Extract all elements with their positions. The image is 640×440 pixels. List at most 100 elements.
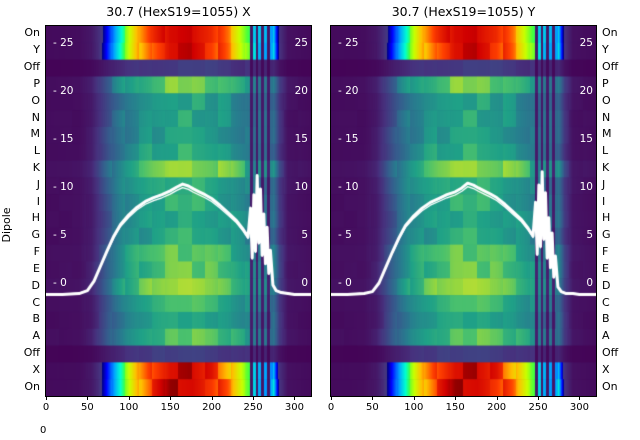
- x-tick-200: [496, 396, 498, 400]
- x-tick-label-150: 150: [160, 402, 180, 413]
- inner-tick-left-10: - 10: [338, 181, 359, 193]
- row-labels-right: On Y Off P O N M L K J I H G F E D C B A Off X On: [602, 0, 640, 440]
- x-tick-label-150: 150: [445, 402, 465, 413]
- x-tick-label-200: 200: [202, 402, 222, 413]
- inner-tick-right-15: 15: [294, 133, 308, 145]
- row-label-off-2: Off: [23, 60, 40, 74]
- row-label-j-9: J: [602, 177, 606, 191]
- x-tick-0: [331, 396, 332, 400]
- row-label-h-11: H: [31, 211, 40, 225]
- x-tick-label-300: 300: [569, 402, 589, 413]
- row-label-l-7: L: [602, 144, 609, 158]
- row-label-x-20: X: [32, 362, 40, 376]
- inner-tick-right-10: 10: [294, 181, 308, 193]
- x-tick-300: [294, 396, 296, 400]
- x-tick-label-0: 0: [327, 402, 335, 413]
- x-tick-label-100: 100: [119, 402, 139, 413]
- inner-tick-right-20: 20: [579, 85, 593, 97]
- row-label-i-10: I: [36, 194, 40, 208]
- row-label-g-12: G: [602, 228, 611, 242]
- row-label-d-15: D: [31, 278, 40, 292]
- panel-y-plot: - 25 25 - 20 20 - 15 15 - 10 10 - 5 5 - 0 0: [330, 25, 597, 397]
- row-label-l-7: L: [33, 144, 40, 158]
- x-tick-50: [87, 396, 89, 400]
- x-tick-250: [253, 396, 255, 400]
- row-label-i-10: I: [602, 194, 606, 208]
- inner-tick-right-0: 0: [301, 277, 308, 289]
- x-tick-label-100: 100: [404, 402, 424, 413]
- row-label-p-3: P: [602, 76, 609, 90]
- x-tick-label-50: 50: [366, 402, 379, 413]
- inner-tick-left-0: - 0: [53, 277, 67, 289]
- panel-x-title: 30.7 (HexS19=1055) X: [106, 4, 251, 19]
- inner-tick-right-10: 10: [579, 181, 593, 193]
- row-label-m-6: M: [30, 127, 41, 141]
- row-label-b-17: B: [32, 312, 40, 326]
- x-tick-200: [211, 396, 213, 400]
- inner-tick-right-25: 25: [294, 37, 308, 49]
- row-label-e-14: E: [602, 261, 609, 275]
- panel-y-title: 30.7 (HexS19=1055) Y: [391, 4, 536, 19]
- row-label-on-21: On: [602, 379, 618, 393]
- inner-tick-left-15: - 15: [53, 133, 74, 145]
- x-tick-300: [579, 396, 581, 400]
- row-label-a-18: A: [602, 329, 610, 343]
- panel-x-plot: - 25 25 - 20 20 - 15 15 - 10 10 - 5 5 - 0 0: [45, 25, 312, 397]
- row-label-a-18: A: [32, 329, 40, 343]
- x-tick-label-0: 0: [42, 402, 50, 413]
- row-label-x-20: X: [602, 362, 610, 376]
- row-label-on-0: On: [24, 26, 40, 40]
- inner-tick-left-5: - 5: [53, 229, 67, 241]
- x-tick-label-250: 250: [528, 402, 548, 413]
- row-label-d-15: D: [602, 278, 611, 292]
- row-label-k-8: K: [32, 160, 40, 174]
- row-label-on-21: On: [24, 379, 40, 393]
- inner-tick-right-5: 5: [301, 229, 308, 241]
- inner-tick-left-0: - 0: [338, 277, 352, 289]
- inner-tick-left-25: - 25: [338, 37, 359, 49]
- row-label-o-4: O: [602, 93, 611, 107]
- panel-y-xaxis: 0 50 100 150 200 250 300: [328, 396, 597, 426]
- panel-x-xaxis: 0 50 100 150 200 250 300: [43, 396, 312, 426]
- row-label-m-6: M: [602, 127, 612, 141]
- x-tick-label-250: 250: [243, 402, 263, 413]
- row-label-j-9: J: [36, 177, 40, 191]
- row-label-p-3: P: [33, 76, 40, 90]
- inner-tick-right-5: 5: [586, 229, 593, 241]
- row-label-f-13: F: [33, 245, 40, 259]
- x-tick-label-50: 50: [81, 402, 94, 413]
- inner-tick-right-0: 0: [586, 277, 593, 289]
- row-label-e-14: E: [33, 261, 40, 275]
- x-tick-label-300: 300: [284, 402, 304, 413]
- row-label-f-13: F: [602, 245, 609, 259]
- panel-y-heatmap-canvas: [331, 26, 596, 396]
- x-tick-150: [455, 396, 457, 400]
- x-tick-250: [538, 396, 540, 400]
- row-label-c-16: C: [602, 295, 610, 309]
- x-tick-100: [413, 396, 415, 400]
- row-label-y-1: Y: [602, 43, 609, 57]
- row-label-n-5: N: [602, 110, 611, 124]
- row-label-g-12: G: [31, 228, 40, 242]
- row-label-b-17: B: [602, 312, 610, 326]
- row-label-n-5: N: [31, 110, 40, 124]
- row-labels-left: On Y Off P O N M L K J I H G F E D C B A Off X On: [0, 0, 40, 440]
- x-tick-50: [372, 396, 374, 400]
- row-label-h-11: H: [602, 211, 611, 225]
- row-label-on-0: On: [602, 26, 618, 40]
- inner-tick-left-15: - 15: [338, 133, 359, 145]
- bottom-partial-tick: 0: [40, 425, 47, 436]
- panel-x-heatmap-canvas: [46, 26, 311, 396]
- row-label-k-8: K: [602, 160, 610, 174]
- row-label-o-4: O: [31, 93, 40, 107]
- inner-tick-right-20: 20: [294, 85, 308, 97]
- x-tick-0: [46, 396, 47, 400]
- inner-tick-right-25: 25: [579, 37, 593, 49]
- inner-tick-left-20: - 20: [338, 85, 359, 97]
- inner-tick-left-10: - 10: [53, 181, 74, 193]
- row-label-off-19: Off: [602, 345, 619, 359]
- row-label-off-2: Off: [602, 60, 619, 74]
- row-label-c-16: C: [32, 295, 40, 309]
- x-tick-100: [128, 396, 130, 400]
